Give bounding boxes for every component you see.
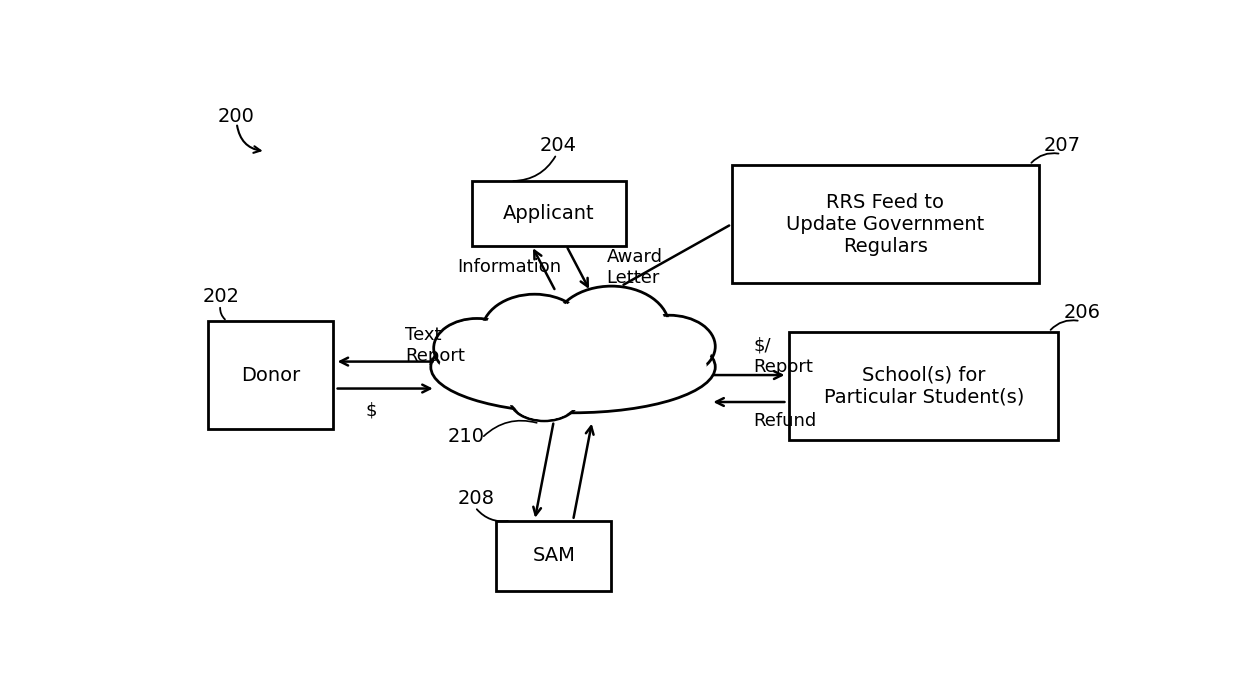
Ellipse shape bbox=[430, 321, 715, 413]
Bar bbox=[496, 521, 611, 591]
Text: SAM: SAM bbox=[532, 546, 575, 565]
Ellipse shape bbox=[511, 380, 578, 421]
Ellipse shape bbox=[481, 294, 588, 370]
Bar bbox=[472, 181, 626, 246]
Text: 207: 207 bbox=[1044, 136, 1081, 155]
Text: School(s) for
Particular Student(s): School(s) for Particular Student(s) bbox=[823, 365, 1024, 406]
Ellipse shape bbox=[557, 288, 666, 365]
Text: RRS Feed to
Update Government
Regulars: RRS Feed to Update Government Regulars bbox=[786, 193, 985, 256]
Text: Award
Letter: Award Letter bbox=[606, 248, 662, 287]
Text: Information: Information bbox=[458, 258, 562, 276]
Text: 210: 210 bbox=[448, 428, 485, 447]
Text: 206: 206 bbox=[1063, 304, 1100, 323]
Ellipse shape bbox=[626, 317, 713, 376]
Ellipse shape bbox=[434, 318, 521, 378]
Bar bbox=[789, 332, 1059, 440]
Text: Text
Report: Text Report bbox=[404, 326, 465, 365]
Ellipse shape bbox=[622, 315, 715, 378]
Text: 204: 204 bbox=[539, 136, 577, 155]
Text: 200: 200 bbox=[217, 106, 254, 126]
Ellipse shape bbox=[554, 286, 670, 367]
Text: $/
Report: $/ Report bbox=[754, 337, 813, 376]
Ellipse shape bbox=[439, 324, 707, 410]
Text: 208: 208 bbox=[458, 489, 495, 508]
Ellipse shape bbox=[512, 381, 575, 419]
Text: Applicant: Applicant bbox=[503, 204, 595, 223]
Ellipse shape bbox=[485, 297, 584, 368]
Bar bbox=[208, 321, 332, 429]
Text: $: $ bbox=[366, 401, 377, 419]
Bar bbox=[732, 165, 1039, 284]
Ellipse shape bbox=[436, 320, 517, 376]
Text: Refund: Refund bbox=[754, 412, 817, 430]
Text: Donor: Donor bbox=[241, 365, 300, 384]
Text: 202: 202 bbox=[203, 287, 241, 307]
